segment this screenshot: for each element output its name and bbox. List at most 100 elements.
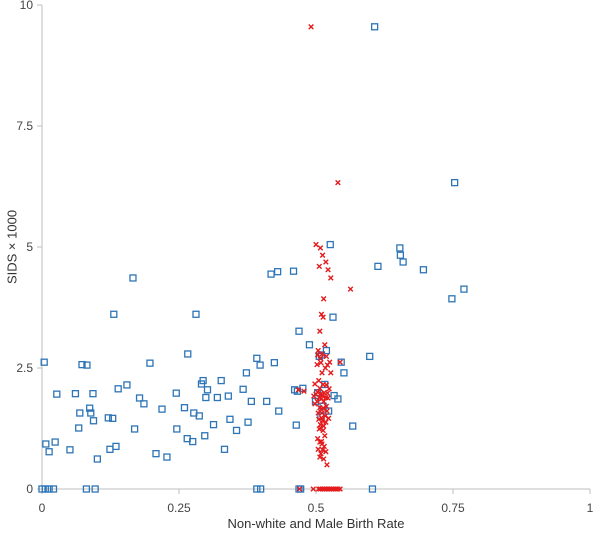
square-point: [201, 432, 209, 440]
square-point: [334, 395, 342, 403]
x-tick-label: 0.75: [441, 501, 465, 515]
x-point: [319, 351, 325, 357]
square-point: [112, 442, 120, 451]
y-tick-label: 2.5: [16, 361, 33, 375]
x-point: [316, 426, 323, 432]
x-point: [317, 355, 324, 362]
square-point: [152, 450, 160, 458]
square-point: [130, 425, 139, 433]
x-point: [319, 370, 325, 376]
x-point: [321, 443, 328, 450]
x-tick-label: 0: [39, 501, 46, 515]
square-point: [396, 244, 404, 252]
square-point: [93, 455, 101, 463]
x-point: [317, 454, 323, 460]
x-point: [320, 398, 327, 405]
square-point: [450, 178, 459, 187]
square-point: [244, 418, 252, 426]
square-point: [51, 438, 59, 446]
square-point: [42, 440, 50, 448]
square-point: [199, 376, 207, 385]
square-point: [129, 274, 137, 282]
square-point: [109, 414, 117, 422]
x-point: [337, 359, 343, 365]
square-point: [366, 352, 374, 361]
x-point: [315, 410, 321, 416]
x-point: [301, 388, 307, 395]
square-point: [195, 412, 203, 420]
x-point: [320, 295, 327, 302]
x-point: [319, 447, 326, 453]
square-point: [340, 369, 348, 377]
square-point: [368, 485, 377, 493]
square-point: [89, 390, 97, 398]
x-point: [317, 328, 323, 335]
square-point: [75, 424, 83, 432]
square-point: [146, 359, 154, 367]
square-point: [91, 485, 99, 493]
x-point: [324, 462, 330, 468]
square-point: [273, 268, 282, 276]
x-point: [324, 390, 331, 396]
square-point: [40, 358, 48, 366]
x-tick-label: 1: [587, 501, 593, 515]
x-point: [323, 448, 329, 455]
x-axis-title: Non-white and Male Birth Rate: [227, 516, 404, 531]
square-point: [184, 350, 192, 358]
x-point: [312, 401, 318, 407]
x-point: [321, 432, 328, 439]
square-point: [202, 393, 210, 402]
square-point: [114, 385, 122, 393]
x-point: [325, 415, 332, 422]
x-point: [318, 406, 324, 412]
square-point: [83, 361, 91, 369]
x-point: [337, 486, 343, 492]
square-point: [239, 385, 247, 393]
x-point: [321, 341, 328, 348]
x-point: [316, 263, 323, 270]
square-point: [253, 485, 261, 493]
x-point: [311, 393, 317, 399]
data-points: [38, 23, 468, 493]
square-point: [45, 485, 53, 493]
axes: 0 0.25 0.5 0.75 102.557.510: [16, 0, 593, 515]
x-point: [323, 382, 330, 388]
y-tick-label: 10: [20, 0, 34, 12]
y-tick-label: 0: [26, 482, 33, 496]
square-point: [396, 251, 405, 259]
x-point: [320, 427, 326, 434]
square-point: [173, 425, 181, 433]
square-point: [78, 360, 86, 369]
square-point: [224, 392, 232, 400]
square-point: [203, 386, 212, 394]
square-point: [257, 485, 265, 493]
x-point: [328, 275, 334, 281]
x-point: [314, 361, 320, 368]
square-point: [275, 407, 283, 415]
x-point: [325, 395, 331, 401]
square-point: [213, 393, 222, 402]
square-point: [295, 327, 303, 335]
x-point: [319, 252, 326, 259]
x-point: [295, 386, 302, 393]
x-tick-label: 0.25: [167, 501, 191, 515]
x-point: [313, 241, 319, 248]
square-point: [270, 359, 279, 367]
square-point: [45, 448, 53, 456]
square-point: [370, 23, 379, 31]
square-point: [135, 394, 144, 402]
x-tick-label: 0.5: [308, 501, 325, 515]
x-point: [335, 179, 341, 186]
square-point: [263, 397, 271, 406]
x-point: [323, 259, 329, 265]
square-point: [172, 389, 180, 397]
square-point: [289, 267, 298, 275]
square-point: [448, 295, 456, 303]
y-axis-title: SIDS × 1000: [4, 210, 19, 284]
square-point: [140, 400, 148, 408]
square-point: [86, 404, 94, 412]
x-point: [323, 419, 329, 426]
y-tick-label: 7.5: [16, 119, 33, 133]
x-point: [312, 381, 318, 387]
